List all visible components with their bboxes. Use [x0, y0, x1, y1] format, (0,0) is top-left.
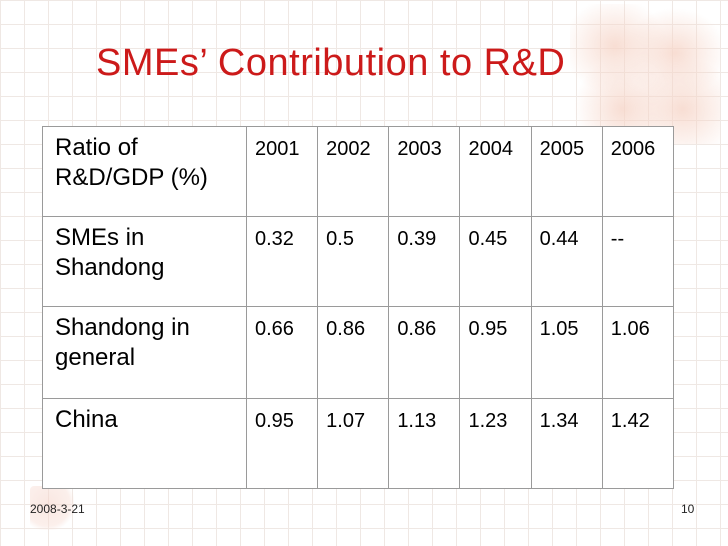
table-cell: 1.42 — [601, 398, 675, 489]
table-cell: 1.23 — [459, 398, 532, 489]
table-header-row: Ratio of R&D/GDP (%) 2001 2002 2003 2004… — [42, 126, 675, 217]
table-header-cell: 2001 — [245, 126, 319, 217]
table-cell: 0.5 — [317, 216, 390, 307]
table-cell: 1.13 — [388, 398, 461, 489]
table-cell: 1.34 — [530, 398, 603, 489]
seal-decoration-icon — [30, 486, 74, 530]
rd-ratio-table: Ratio of R&D/GDP (%) 2001 2002 2003 2004… — [42, 126, 675, 489]
table-cell: 0.66 — [245, 306, 319, 399]
table-header-cell: 2002 — [317, 126, 390, 217]
table-cell: 0.86 — [388, 306, 461, 399]
table-header-cell: 2004 — [459, 126, 532, 217]
table-cell: 0.45 — [459, 216, 532, 307]
table-cell: 1.06 — [601, 306, 675, 399]
row-label: SMEs in Shandong — [42, 216, 247, 307]
table-row: China 0.95 1.07 1.13 1.23 1.34 1.42 — [42, 398, 675, 489]
page-number: 10 — [681, 502, 695, 516]
table-row: Shandong in general 0.66 0.86 0.86 0.95 … — [42, 306, 675, 399]
seal-decoration-icon — [570, 4, 720, 144]
table-header-cell: 2003 — [388, 126, 461, 217]
table-cell: 0.86 — [317, 306, 390, 399]
table-header-label: Ratio of R&D/GDP (%) — [42, 126, 247, 217]
table-cell: 0.44 — [530, 216, 603, 307]
table-cell: 0.95 — [245, 398, 319, 489]
slide-title: SMEs’ Contribution to R&D — [96, 42, 566, 84]
table-cell: 0.95 — [459, 306, 532, 399]
table-cell: -- — [601, 216, 675, 307]
table-cell: 1.07 — [317, 398, 390, 489]
table-header-cell: 2006 — [601, 126, 675, 217]
table-cell: 0.32 — [245, 216, 319, 307]
table-cell: 0.39 — [388, 216, 461, 307]
table-cell: 1.05 — [530, 306, 603, 399]
footer-date: 2008-3-21 — [30, 502, 85, 516]
row-label: China — [42, 398, 247, 489]
table-header-cell: 2005 — [530, 126, 603, 217]
table-row: SMEs in Shandong 0.32 0.5 0.39 0.45 0.44… — [42, 216, 675, 307]
row-label: Shandong in general — [42, 306, 247, 399]
